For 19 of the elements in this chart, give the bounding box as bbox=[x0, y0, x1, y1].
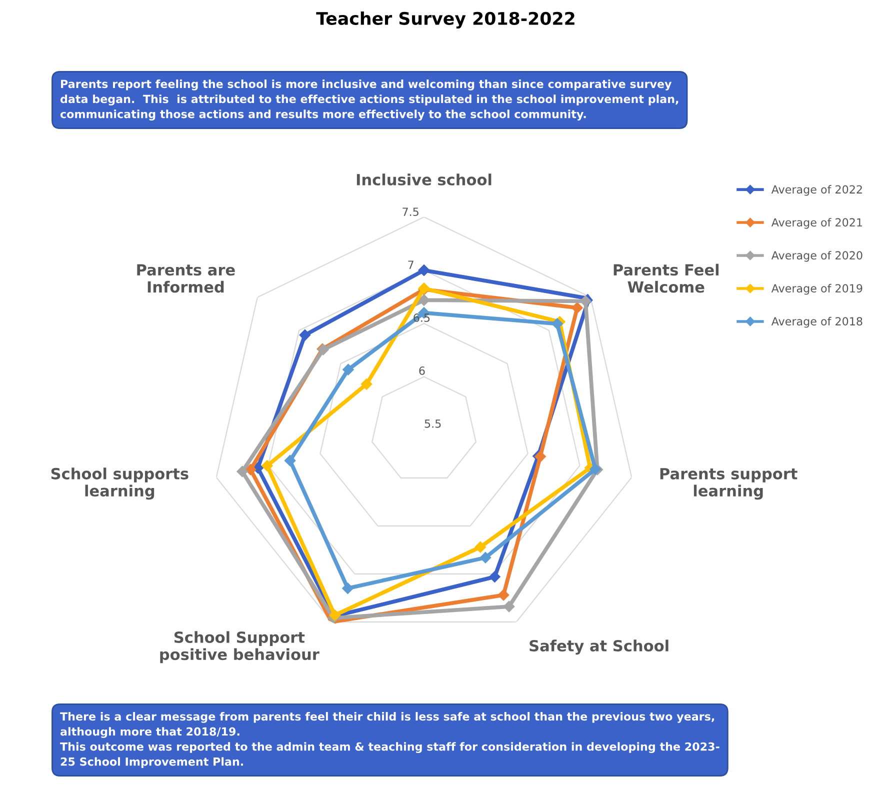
spoke-label: School supports learning bbox=[51, 468, 188, 500]
text: There is a clear message from parents feel their child is less safe at school than the previous two years, although more that 2018/19. This outcome was reported to the admin team & teaching staff for consideration in developing the 2023- 25 School Improvement Plan. bbox=[60, 712, 720, 768]
y-tick-label: 7.5 bbox=[402, 208, 418, 216]
legend-label: Average of 2021 bbox=[771, 218, 862, 229]
text: Parents report feeling the school is more inclusive and welcoming than since comparative survey data began. This is attributed to the effective actions stipulated in the school improvement plan, communicating those actions and results more effectively to the school community. bbox=[60, 80, 678, 120]
spoke-label: School Support positive behaviour bbox=[160, 631, 320, 664]
y-tick-label: 5.5 bbox=[424, 420, 441, 428]
spoke-label: Parents Feel Welcome bbox=[614, 264, 719, 293]
y-tick-label: 6 bbox=[419, 366, 425, 375]
legend-label: Average of 2020 bbox=[771, 250, 862, 262]
spoke-label: Parents are Informed bbox=[137, 264, 235, 293]
spoke-label: Parents support learning bbox=[660, 468, 798, 500]
y-tick-label: 7 bbox=[408, 260, 414, 269]
chart-title: Teacher Survey 2018-2022 bbox=[316, 12, 574, 28]
legend-label: Average of 2018 bbox=[771, 316, 862, 328]
legend-label: Average of 2022 bbox=[771, 185, 862, 196]
legend-label: Average of 2019 bbox=[771, 284, 862, 295]
spoke-label: Inclusive school bbox=[356, 174, 492, 186]
spoke-label: Safety at School bbox=[530, 640, 668, 655]
